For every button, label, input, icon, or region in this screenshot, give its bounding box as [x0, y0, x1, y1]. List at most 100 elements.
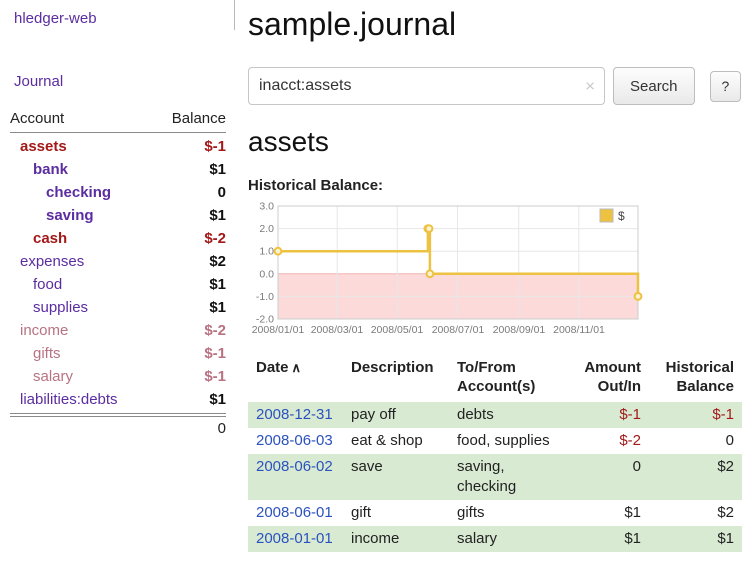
register-date-link[interactable]: 2008-06-01 [256, 504, 333, 521]
register-cell-description: save [351, 458, 383, 475]
search-form: × Search ? [248, 67, 742, 105]
account-row: food $1 [10, 273, 226, 296]
svg-text:2.0: 2.0 [259, 223, 274, 235]
account-link-supplies[interactable]: supplies [33, 299, 89, 316]
account-link-gifts[interactable]: gifts [33, 345, 61, 362]
register-cell-accounts: gifts [457, 504, 485, 521]
account-heading: assets [248, 126, 329, 157]
register-header-date-label: Date [256, 359, 289, 376]
svg-text:2008/09/01: 2008/09/01 [493, 324, 546, 336]
account-link-cash[interactable]: cash [33, 230, 68, 247]
register-cell-amount: $-1 [619, 406, 641, 423]
register-row: 2008-01-01 income salary $1 $1 [248, 526, 742, 552]
svg-text:3.0: 3.0 [259, 201, 274, 213]
sidebar-divider [234, 0, 235, 30]
accounts-table-header: Account Balance [10, 108, 226, 133]
account-balance: $-1 [204, 345, 226, 362]
legend-label: $ [618, 209, 625, 223]
account-balance: $1 [209, 161, 226, 178]
register-cell-accounts: saving, checking [457, 458, 517, 495]
register-date-link[interactable]: 2008-06-02 [256, 458, 333, 475]
register-cell-date: 2008-06-03 [248, 428, 343, 454]
account-balance: $-1 [204, 368, 226, 385]
historical-balance-chart: $ 3.0 2.0 1.0 0.0 -1.0 -2.0 2008/01/01 2… [252, 201, 643, 336]
clear-search-icon[interactable]: × [585, 76, 595, 96]
account-link-liabilities-debts[interactable]: liabilities:debts [20, 391, 118, 408]
search-button[interactable]: Search [613, 67, 695, 105]
account-link-food[interactable]: food [33, 276, 63, 293]
register-table-header: Date ∧ Description To/From Account(s) Amo… [248, 356, 742, 402]
account-balance: 0 [217, 184, 226, 201]
account-link-bank[interactable]: bank [33, 161, 69, 178]
register-date-link[interactable]: 2008-06-03 [256, 432, 333, 449]
register-cell-amount: 0 [632, 458, 641, 475]
account-link-assets[interactable]: assets [20, 138, 67, 155]
register-cell-date: 2008-06-01 [248, 500, 343, 526]
account-row: cash $-2 [10, 227, 226, 250]
chart-x-axis-labels: 2008/01/01 2008/03/01 2008/05/01 2008/07… [252, 324, 605, 336]
account-link-saving[interactable]: saving [46, 207, 94, 224]
register-date-link[interactable]: 2008-01-01 [256, 530, 333, 547]
register-header-date[interactable]: Date ∧ [248, 356, 343, 402]
chart-series-markers [273, 224, 643, 301]
chart-plot-border [277, 205, 639, 320]
account-balance: $-2 [204, 230, 226, 247]
svg-text:-2.0: -2.0 [256, 314, 274, 326]
svg-text:2008/03/01: 2008/03/01 [311, 324, 364, 336]
svg-text:2008/11/01: 2008/11/01 [553, 324, 605, 336]
app-title-link[interactable]: hledger-web [14, 10, 97, 27]
register-cell-description: gift [351, 504, 372, 521]
register-cell-description: income [351, 530, 400, 547]
register-cell-amount: $-2 [619, 432, 641, 449]
account-row: checking 0 [10, 181, 226, 204]
svg-text:2008/07/01: 2008/07/01 [432, 324, 485, 336]
account-row: saving $1 [10, 204, 226, 227]
account-row: expenses $2 [10, 250, 226, 273]
register-header-account: To/From Account(s) [457, 359, 536, 395]
account-link-income[interactable]: income [20, 322, 69, 339]
register-table: Date ∧ Description To/From Account(s) Amo… [248, 356, 742, 552]
register-cell-date: 2008-06-02 [248, 454, 343, 500]
account-row: bank $1 [10, 158, 226, 181]
register-cell-balance: $2 [717, 458, 734, 475]
svg-text:1.0: 1.0 [259, 246, 274, 258]
register-row: 2008-12-31 pay off debts $-1 $-1 [248, 402, 742, 428]
svg-text:2008/01/01: 2008/01/01 [252, 324, 305, 336]
account-row: assets $-1 [10, 135, 226, 158]
register-cell-balance: $2 [717, 504, 734, 521]
register-cell-description: pay off [351, 406, 396, 423]
sidebar-item-journal[interactable]: Journal [14, 73, 64, 90]
account-balance: $1 [209, 276, 226, 293]
svg-text:0.0: 0.0 [259, 268, 274, 280]
register-header-amount: Amount Out/In [584, 359, 641, 395]
accounts-table: Account Balance assets $-1 bank $1 check… [10, 108, 226, 441]
accounts-header-balance: Balance [171, 110, 226, 127]
account-row: gifts $-1 [10, 342, 226, 365]
account-link-expenses[interactable]: expenses [20, 253, 85, 270]
register-cell-accounts: food, supplies [457, 432, 550, 449]
sidebar: hledger-web Journal Account Balance asse… [0, 0, 235, 582]
register-date-link[interactable]: 2008-12-31 [256, 406, 333, 423]
register-cell-description: eat & shop [351, 432, 423, 449]
legend-swatch [599, 208, 614, 223]
main-content: sample.journal × Search ? assets Histori… [235, 0, 742, 582]
help-button[interactable]: ? [709, 70, 742, 102]
accounts-total-value: 0 [217, 420, 226, 437]
search-input[interactable] [248, 67, 605, 105]
register-cell-balance: 0 [725, 432, 734, 449]
account-balance: $2 [209, 253, 226, 270]
search-box: × [248, 67, 605, 105]
register-header-description: Description [351, 359, 434, 376]
svg-text:2008/05/01: 2008/05/01 [371, 324, 424, 336]
account-link-checking[interactable]: checking [46, 184, 112, 201]
accounts-header-account: Account [10, 110, 65, 127]
sort-ascending-icon: ∧ [291, 360, 302, 375]
register-cell-date: 2008-01-01 [248, 526, 343, 552]
chart-legend: $ [599, 208, 625, 223]
register-row: 2008-06-01 gift gifts $1 $2 [248, 500, 742, 526]
chart-y-axis-labels: 3.0 2.0 1.0 0.0 -1.0 -2.0 [256, 201, 274, 326]
account-link-salary[interactable]: salary [33, 368, 74, 385]
account-row: salary $-1 [10, 365, 226, 388]
page-title: sample.journal [248, 6, 457, 42]
register-cell-amount: $1 [624, 530, 641, 547]
